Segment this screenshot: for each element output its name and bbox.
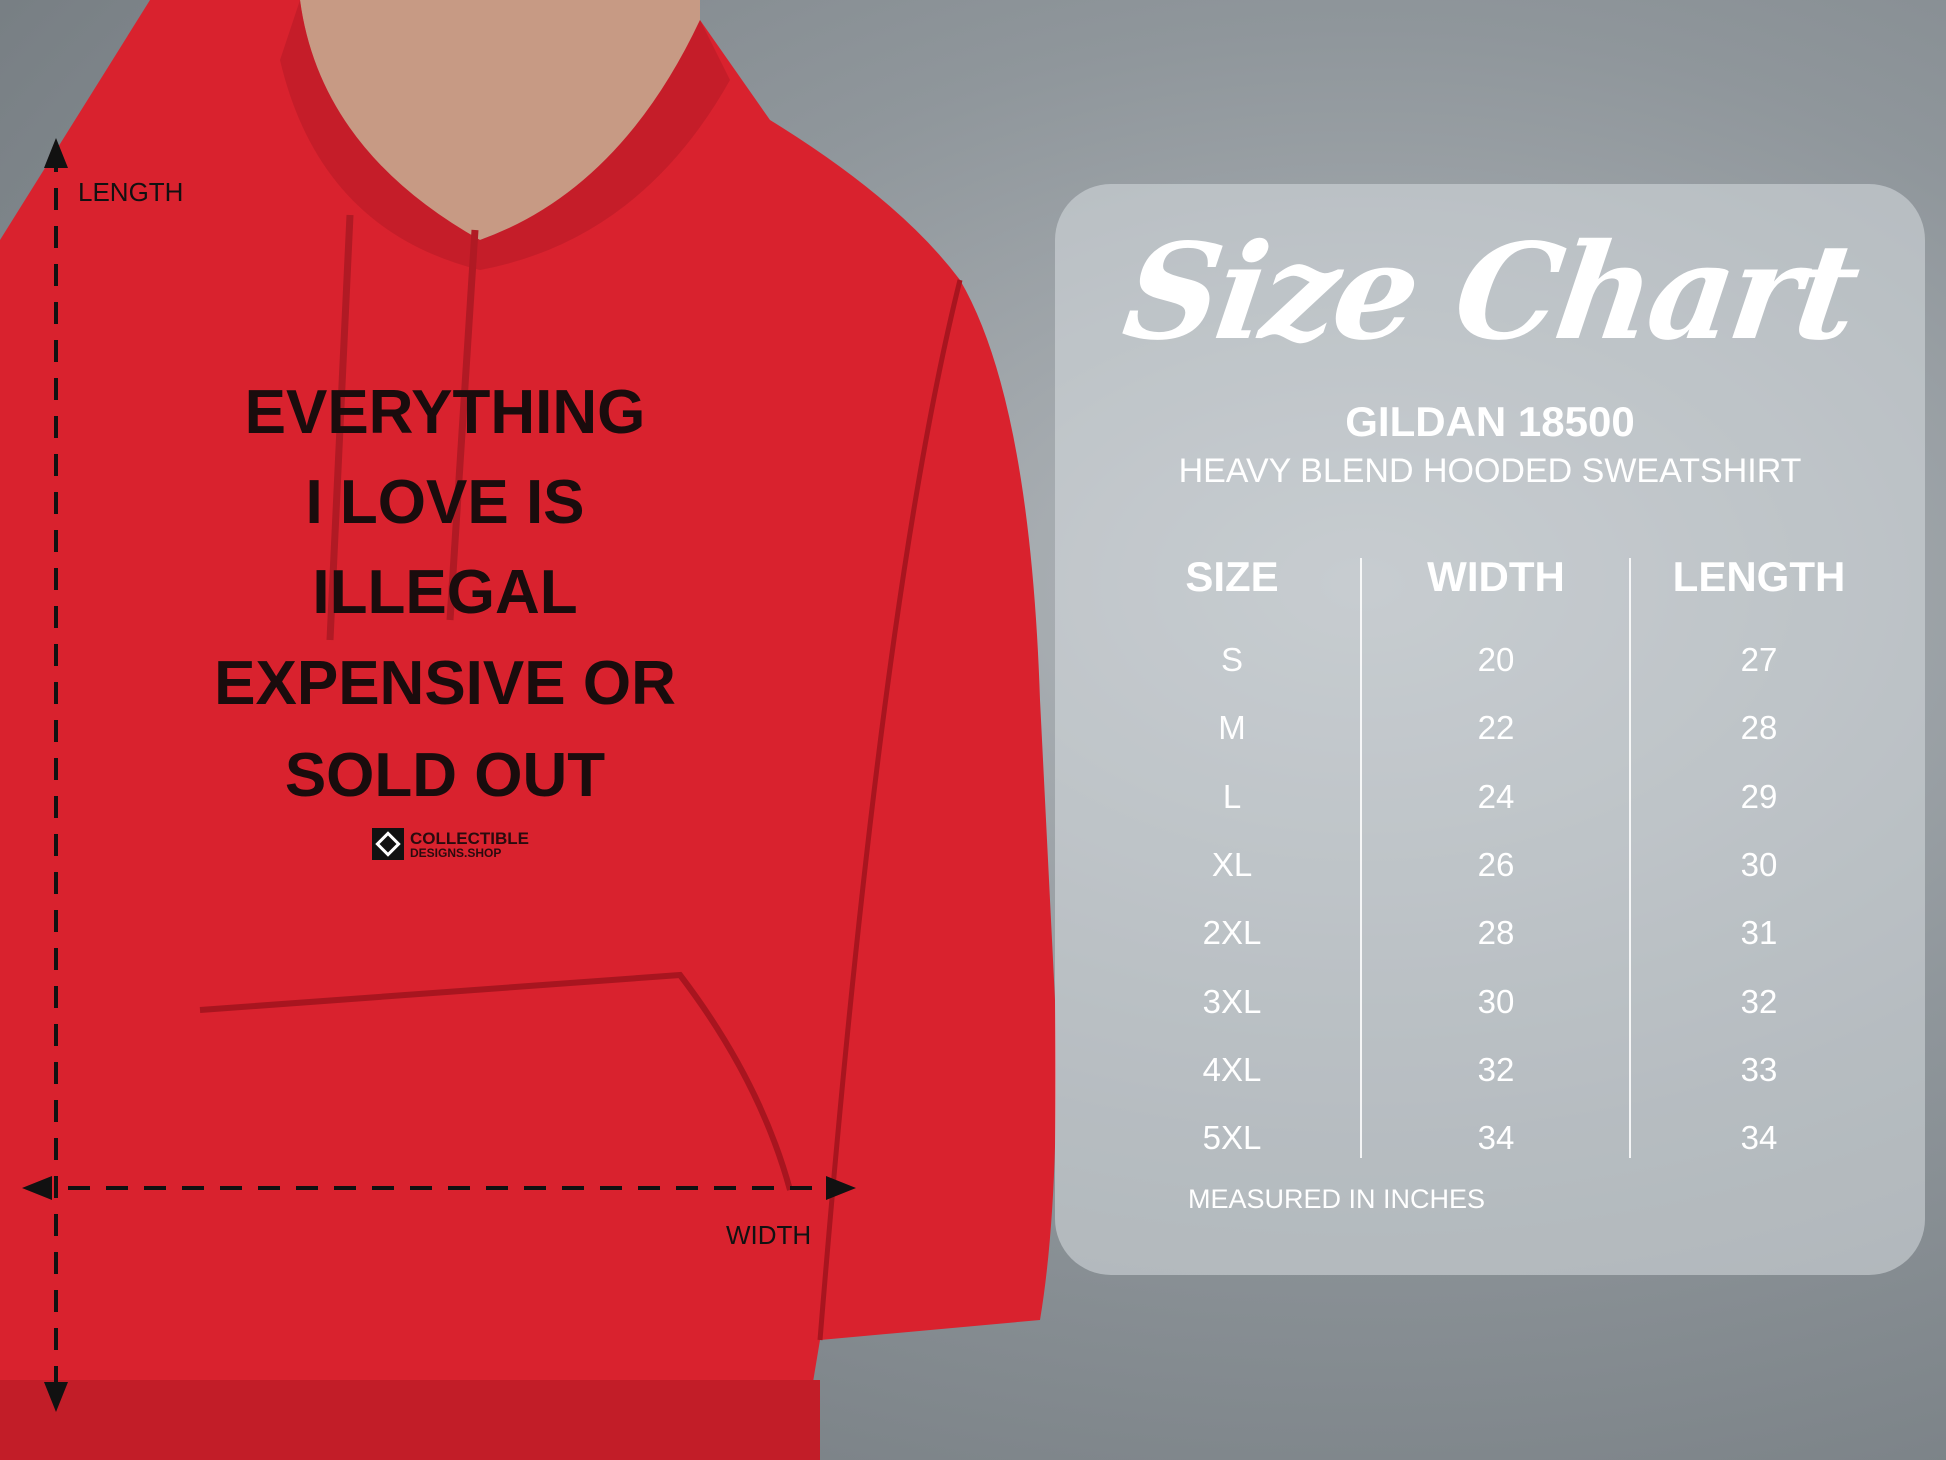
logo-line2: DESIGNS.SHOP	[410, 845, 502, 860]
width-label: WIDTH	[726, 1220, 812, 1250]
hoodie-waistband	[0, 1380, 820, 1460]
table-cell: 4XL	[1202, 1050, 1262, 1088]
table-cell: 34	[1477, 1119, 1515, 1157]
table-cell: 28	[1740, 709, 1778, 747]
table-cell: 28	[1477, 914, 1515, 952]
logo-line1: COLLECTIBLE	[410, 828, 529, 848]
print-line: EVERYTHING	[244, 378, 646, 447]
print-line: SOLD OUT	[284, 741, 606, 810]
table-cell: 34	[1740, 1119, 1778, 1157]
column-header: LENGTH	[1672, 553, 1846, 600]
table-cell: S	[1220, 641, 1243, 678]
table-cell: 29	[1740, 777, 1778, 815]
hoodie-pocket	[199, 971, 793, 1191]
hoodie-hood-shadow	[280, 0, 730, 270]
chart-title: Size Chart	[1115, 215, 1865, 370]
table-cell: 30	[1740, 845, 1778, 883]
table-cell: 27	[1740, 641, 1778, 678]
size-chart-panel	[1055, 184, 1925, 1275]
hoodie-sleeve-seam	[817, 279, 963, 1341]
table-cell: 31	[1740, 914, 1778, 952]
table-cell: 26	[1477, 845, 1515, 883]
table-cell: M	[1218, 709, 1246, 747]
table-cell: 22	[1477, 709, 1515, 747]
table-cell: 33	[1740, 1050, 1778, 1088]
print-line: EXPENSIVE OR	[214, 649, 676, 718]
units-note: MEASURED IN INCHES	[1188, 1184, 1486, 1214]
print-line: I LOVE IS	[305, 468, 585, 537]
column-divider	[1360, 558, 1362, 1158]
table-cell: 2XL	[1202, 914, 1262, 952]
drawstring-right	[446, 229, 479, 621]
table-cell: 20	[1477, 641, 1515, 678]
length-arrow-head-top	[44, 138, 68, 168]
column-header: WIDTH	[1427, 553, 1565, 600]
width-arrow-head-left	[22, 1176, 52, 1200]
length-arrow-head-bottom	[44, 1382, 68, 1412]
table-cell: 3XL	[1202, 982, 1262, 1020]
drawstring-left	[326, 214, 354, 641]
table-cell: L	[1222, 777, 1242, 815]
brand-logo: COLLECTIBLE DESIGNS.SHOP	[372, 828, 529, 860]
product-subtitle: HEAVY BLEND HOODED SWEATSHIRT	[1178, 452, 1802, 490]
column-header: SIZE	[1185, 553, 1279, 600]
column-divider	[1629, 558, 1631, 1158]
table-cell: 5XL	[1202, 1119, 1262, 1157]
table-cell: 24	[1477, 777, 1515, 815]
product-model: GILDAN 18500	[1345, 398, 1635, 445]
length-label: LENGTH	[78, 177, 184, 207]
table-cell: 32	[1740, 982, 1778, 1020]
print-line: ILLEGAL	[312, 558, 578, 627]
table-cell: XL	[1211, 845, 1253, 883]
hoodie-body	[0, 0, 1056, 1460]
width-arrow-head-right	[826, 1176, 856, 1200]
table-cell: 30	[1477, 982, 1515, 1020]
logo-diamond-icon	[372, 828, 404, 860]
table-cell: 32	[1477, 1050, 1515, 1088]
